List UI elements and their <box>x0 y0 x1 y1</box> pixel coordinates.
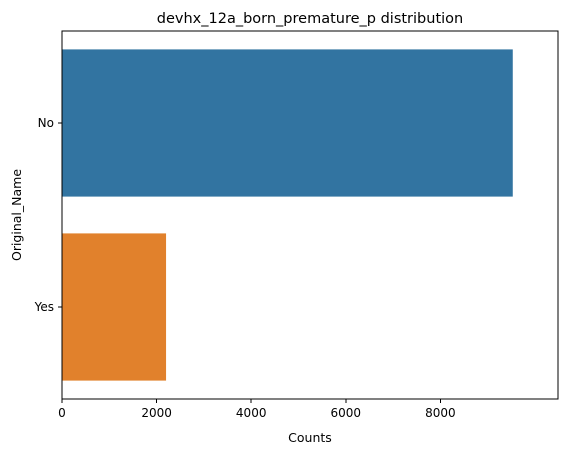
plot-area-frame <box>61 30 559 400</box>
bar-no <box>62 49 513 197</box>
x-tick-label: 0 <box>58 406 66 420</box>
y-axis-label: Original_Name <box>9 169 24 261</box>
x-tick-label: 8000 <box>425 406 456 420</box>
x-tick-label: 2000 <box>141 406 172 420</box>
y-tick-label: No <box>38 116 54 130</box>
chart-title: devhx_12a_born_premature_p distribution <box>157 11 463 27</box>
x-axis-label: Counts <box>288 430 332 445</box>
x-tick-label: 6000 <box>331 406 362 420</box>
y-tick-label: Yes <box>34 300 54 314</box>
x-tick-label: 4000 <box>236 406 267 420</box>
bar-yes <box>62 233 167 381</box>
